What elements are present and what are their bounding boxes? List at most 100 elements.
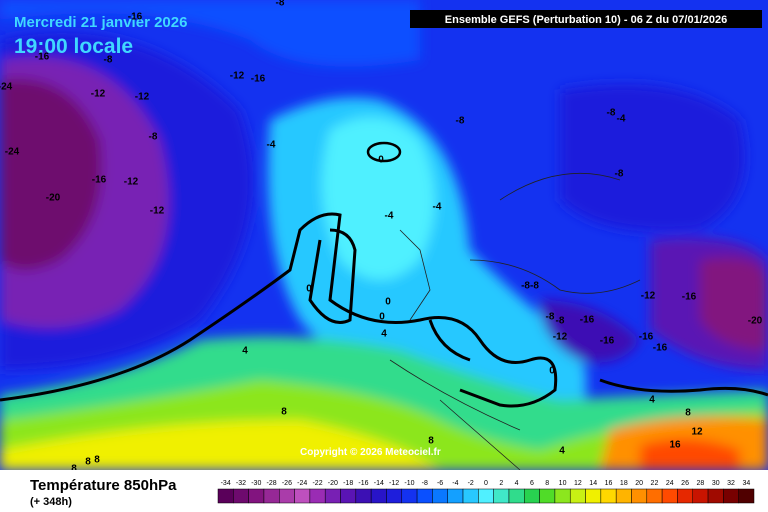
colorbar-tick-label: 20 [635, 480, 643, 487]
contour-label: -16 [580, 315, 595, 326]
contour-label: -24 [5, 147, 20, 158]
colorbar-tick-label: 16 [605, 480, 613, 487]
contour-label: -16 [639, 332, 654, 343]
contour-label: 8 [94, 455, 100, 466]
contour-label: -12 [150, 206, 165, 217]
colorbar-cell [631, 488, 648, 504]
colorbar-cell [324, 488, 341, 504]
colorbar-cell [554, 488, 571, 504]
colorbar-tick-label: -32 [236, 480, 246, 487]
colorbar-tick-label: 2 [499, 480, 503, 487]
colorbar-tick-label: -34 [221, 480, 231, 487]
colorbar-cell [233, 488, 249, 504]
colorbar-cell [462, 488, 479, 504]
colorbar-tick-label: -12 [389, 480, 399, 487]
contour-label: 0 [549, 366, 555, 377]
colorbar-cell [569, 488, 586, 504]
contour-label: -12 [135, 92, 150, 103]
contour-label: -8-8 [521, 281, 539, 292]
contour-label: -12 [91, 89, 106, 100]
contour-label: 8 [71, 464, 77, 475]
colorbar-cell [615, 488, 632, 504]
colorbar-cell [539, 488, 556, 504]
colorbar-cell [677, 488, 693, 504]
colorbar-tick-label: 14 [589, 480, 597, 487]
contour-label: -4 [385, 211, 394, 222]
legend-title: Température 850hPa [30, 477, 177, 494]
map-field [0, 0, 768, 471]
colorbar-tick-label: 18 [620, 480, 628, 487]
contour-label: 0 [306, 284, 312, 295]
colorbar-cell [432, 488, 448, 504]
contour-label: -16 [600, 336, 615, 347]
colorbar-tick-label: -18 [343, 480, 353, 487]
colorbar-tick-label: -20 [328, 480, 338, 487]
contour-label: -24 [0, 82, 13, 93]
contour-label: -20 [748, 316, 763, 327]
contour-label: -8 [104, 55, 113, 66]
colorbar-tick-label: 22 [651, 480, 659, 487]
colorbar-tick-label: 26 [681, 480, 689, 487]
colorbar-tick-label: -2 [468, 480, 474, 487]
colorbar-tick-label: 28 [697, 480, 705, 487]
colorbar-cell [661, 488, 678, 504]
colorbar-tick-label: 12 [574, 480, 582, 487]
colorbar-cell [692, 488, 709, 504]
map-time: 19:00 locale [14, 35, 133, 58]
colorbar-cell [508, 488, 525, 504]
colorbar-tick-label: 24 [666, 480, 674, 487]
colorbar-cell [447, 488, 464, 504]
map-date: Mercredi 21 janvier 2026 [14, 14, 187, 31]
contour-label: -8 [149, 132, 158, 143]
contour-label: -16 [35, 52, 50, 63]
colorbar-cell [585, 488, 602, 504]
colorbar-cell [401, 488, 418, 504]
contour-label: 12 [691, 427, 703, 438]
colorbar-tick-label: 32 [727, 480, 735, 487]
colorbar-tick-label: 4 [515, 480, 519, 487]
contour-label: -16 [128, 12, 143, 23]
colorbar-cell [386, 488, 403, 504]
contour-label: 0 [385, 297, 391, 308]
contour-label: -16 [682, 292, 697, 303]
colorbar-cell [524, 488, 540, 504]
contour-label: 4 [649, 395, 655, 406]
contour-labels: -8-16-16-8-24-12-12-12-16-8-4-24-16-12-2… [0, 0, 763, 475]
contour-label: 8 [685, 408, 691, 419]
colorbar-cell [279, 488, 295, 504]
contour-label: -16 [92, 175, 107, 186]
colorbar-cell [416, 488, 433, 504]
colorbar-cell [723, 488, 739, 504]
contour-label: -8 [456, 116, 465, 127]
contour-label: -8 [615, 169, 624, 180]
colorbar-cell [263, 488, 280, 504]
colorbar-tick-label: 10 [559, 480, 567, 487]
contour-label: -12 [641, 291, 656, 302]
colorbar-cell [707, 488, 724, 504]
contour-label: 8 [281, 407, 287, 418]
contour-label: -12 [553, 332, 568, 343]
colorbar-tick-label: 8 [545, 480, 549, 487]
colorbar-tick-label: -24 [297, 480, 307, 487]
colorbar-tick-label: 30 [712, 480, 720, 487]
contour-label: -8 [607, 108, 616, 119]
contour-label: -4 [617, 114, 626, 125]
colorbar-tick-label: 34 [742, 480, 750, 487]
colorbar-cell [248, 488, 265, 504]
colorbar-tick-label: -10 [404, 480, 414, 487]
colorbar-cell [370, 488, 387, 504]
contour-label: -8 [556, 316, 565, 327]
contour-label: 4 [559, 446, 565, 457]
run-info-box [410, 10, 762, 28]
colorbar-tick-label: -16 [358, 480, 368, 487]
legend-subtitle: (+ 348h) [30, 496, 72, 508]
contour-label: 8 [85, 457, 91, 468]
colorbar-tick-label: -26 [282, 480, 292, 487]
colorbar-cell [309, 488, 326, 504]
contour-label: 16 [669, 440, 681, 451]
contour-label: -20 [46, 193, 61, 204]
colorbar-cell [600, 488, 617, 504]
colorbar-tick-label: -4 [452, 480, 458, 487]
contour-label: 0 [379, 312, 385, 323]
contour-label: 4 [242, 346, 248, 357]
